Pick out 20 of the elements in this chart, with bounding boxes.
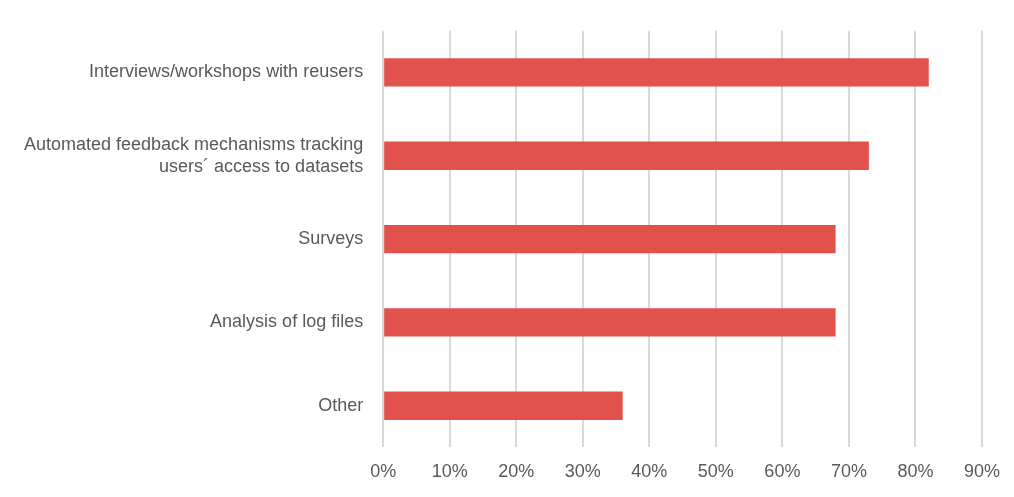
bar xyxy=(384,224,836,254)
x-tick-label: 80% xyxy=(897,461,934,482)
x-tick-label: 90% xyxy=(963,461,1000,482)
bar xyxy=(384,58,929,87)
x-tick-label: 30% xyxy=(564,461,601,482)
x-tick-label: 40% xyxy=(631,461,668,482)
y-tick-label: Surveys xyxy=(298,228,364,249)
x-tick-label: 70% xyxy=(830,461,867,482)
x-tick-label: 20% xyxy=(498,461,535,482)
y-tick-label: Other xyxy=(318,394,364,415)
y-tick-label: Analysis of log files xyxy=(210,311,364,332)
x-tick-label: 0% xyxy=(370,461,397,482)
bar xyxy=(384,391,623,420)
y-tick-label: Interviews/workshops with reusers xyxy=(89,61,364,82)
x-tick-label: 10% xyxy=(431,461,468,482)
y-tick-label: Automated feedback mechanisms tracking users´ access to datasets xyxy=(24,133,364,176)
bar xyxy=(384,308,836,337)
x-tick-label: 60% xyxy=(764,461,801,482)
bar xyxy=(384,141,869,170)
x-tick-label: 50% xyxy=(697,461,734,482)
